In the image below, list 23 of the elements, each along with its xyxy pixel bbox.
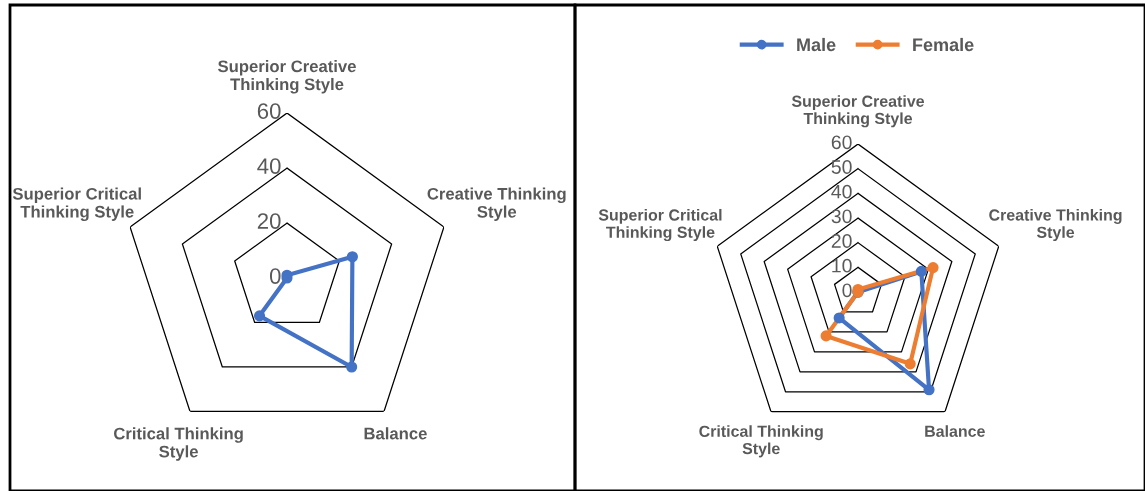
y-tick-label: 40	[257, 158, 281, 174]
spoke-label: Critical Thinking Style	[113, 427, 243, 461]
spoke-label: Creative Thinking Style	[989, 208, 1122, 242]
spoke-label: Balance	[364, 427, 427, 440]
y-tick-label: 50	[831, 160, 852, 174]
y-tick-label: 10	[832, 258, 852, 273]
y-tick-label: 20	[831, 234, 852, 248]
y-tick-label: 60	[257, 103, 281, 119]
spoke-label: Superior Critical Thinking Style	[598, 208, 722, 242]
y-tick-label: 40	[831, 184, 852, 199]
spoke-label: Balance	[925, 425, 985, 437]
y-tick-label: 0	[842, 283, 852, 298]
y-tick-label: 60	[831, 135, 852, 150]
legend-label: Male	[797, 37, 836, 52]
spoke-label: Superior Creative Thinking Style	[791, 95, 925, 128]
y-tick-label: 20	[257, 213, 281, 229]
spoke-label: Superior Creative Thinking Style	[218, 59, 356, 94]
legend-label: Female	[913, 37, 974, 52]
spoke-label: Superior Critical Thinking Style	[12, 187, 141, 221]
spoke-label: Critical Thinking Style	[699, 425, 823, 458]
spoke-label: Creative Thinking Style	[427, 187, 566, 221]
y-tick-label: 0	[269, 268, 281, 284]
y-tick-label: 30	[831, 209, 852, 224]
